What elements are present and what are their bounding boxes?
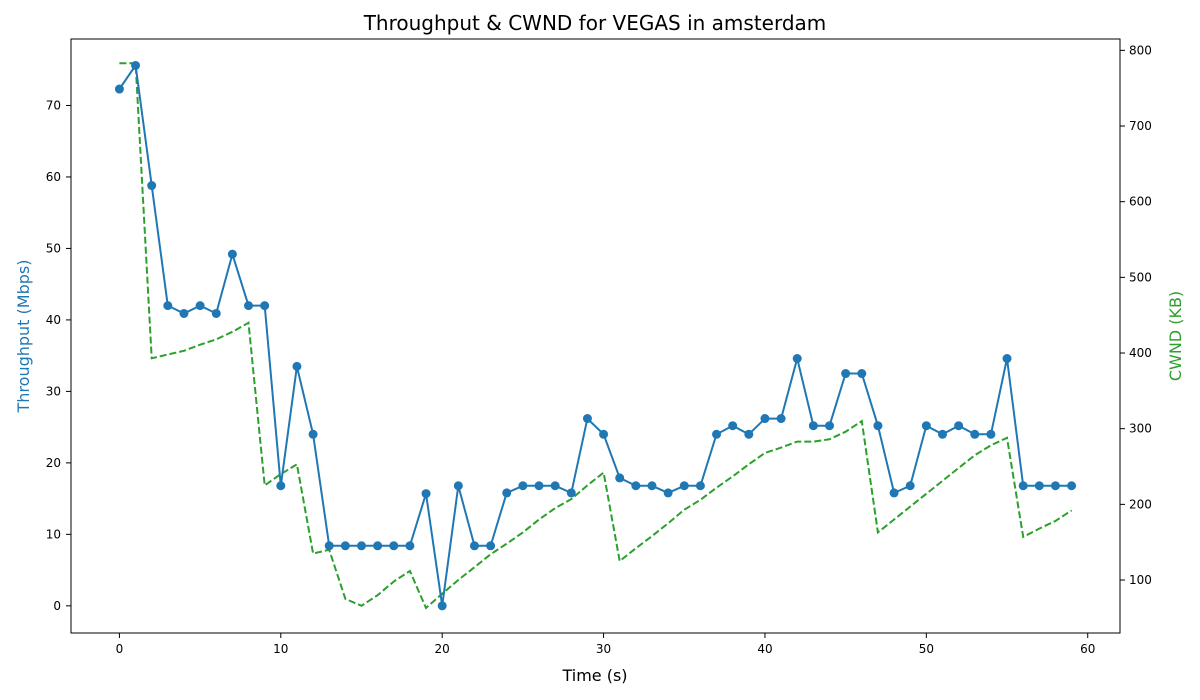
throughput-point (356, 541, 366, 551)
throughput-point (114, 84, 124, 94)
throughput-line (118, 62, 1072, 606)
throughput-point (469, 541, 479, 551)
y-axis-left-label: Throughput (Mbps) (14, 260, 33, 414)
throughput-point (373, 541, 383, 551)
x-tick-label: 30 (596, 642, 611, 656)
throughput-point (211, 308, 221, 318)
y-axis-right: 100 200 300 400 500 600 700 800 (1120, 43, 1152, 587)
throughput-point (550, 481, 560, 491)
throughput-point (1002, 354, 1012, 364)
y-right-tick-label: 100 (1129, 573, 1152, 587)
throughput-point (889, 488, 899, 498)
cwnd-line (119, 62, 1073, 610)
x-tick-label: 40 (757, 642, 772, 656)
throughput-point (566, 488, 576, 498)
x-axis-label: Time (s) (561, 666, 627, 685)
throughput-point (663, 488, 673, 498)
y-left-tick-label: 20 (46, 456, 61, 470)
plot-frame (70, 38, 1121, 634)
y-left-tick-label: 10 (46, 527, 61, 541)
throughput-point (518, 481, 528, 491)
throughput-point (453, 481, 463, 491)
throughput-point (227, 249, 237, 259)
throughput-point (905, 481, 915, 491)
x-axis: 0 10 20 30 40 50 60 (116, 633, 1095, 656)
throughput-point (792, 354, 802, 364)
throughput-point (179, 308, 189, 318)
x-tick-label: 0 (116, 642, 124, 656)
throughput-point (986, 429, 996, 439)
throughput-point (615, 473, 625, 483)
throughput-point (599, 429, 609, 439)
y-left-tick-label: 0 (53, 599, 61, 613)
throughput-point (276, 481, 286, 491)
y-left-tick-label: 40 (46, 313, 61, 327)
throughput-point (679, 481, 689, 491)
y-right-tick-label: 700 (1129, 119, 1152, 133)
throughput-point (131, 60, 141, 70)
throughput-point (389, 541, 399, 551)
plot-area (114, 60, 1077, 611)
throughput-point (195, 301, 205, 311)
throughput-point (244, 301, 254, 311)
throughput-point (744, 429, 754, 439)
y-left-tick-label: 30 (46, 384, 61, 398)
throughput-point (340, 541, 350, 551)
y-right-tick-label: 500 (1129, 270, 1152, 284)
throughput-point (631, 481, 641, 491)
throughput-point (292, 361, 302, 371)
throughput-point (421, 489, 431, 499)
chart-title: Throughput & CWND for VEGAS in amsterdam (363, 11, 827, 35)
throughput-point (873, 421, 883, 431)
throughput-point (1067, 481, 1077, 491)
throughput-point (260, 301, 270, 311)
y-left-tick-label: 70 (46, 98, 61, 112)
throughput-point (1050, 481, 1060, 491)
throughput-point (1018, 481, 1028, 491)
throughput-point (502, 488, 512, 498)
y-right-tick-label: 300 (1129, 422, 1152, 436)
x-tick-label: 20 (435, 642, 450, 656)
throughput-point (534, 481, 544, 491)
y-right-tick-label: 600 (1129, 195, 1152, 209)
throughput-point (324, 541, 334, 551)
throughput-point (405, 541, 415, 551)
throughput-point (970, 429, 980, 439)
throughput-point (857, 369, 867, 379)
throughput-point (308, 429, 318, 439)
throughput-point (695, 481, 705, 491)
throughput-point (760, 414, 770, 424)
throughput-point (163, 301, 173, 311)
throughput-point (486, 541, 496, 551)
throughput-point (437, 601, 447, 611)
throughput-point (937, 429, 947, 439)
y-left-tick-label: 50 (46, 241, 61, 255)
throughput-point (582, 414, 592, 424)
x-tick-label: 50 (919, 642, 934, 656)
x-tick-label: 10 (273, 642, 288, 656)
throughput-point (825, 421, 835, 431)
y-right-tick-label: 800 (1129, 43, 1152, 57)
throughput-point (647, 481, 657, 491)
throughput-point (954, 421, 964, 431)
throughput-point (921, 421, 931, 431)
y-axis-right-label: CWND (KB) (1166, 291, 1185, 381)
x-tick-label: 60 (1080, 642, 1095, 656)
throughput-point (147, 181, 157, 191)
y-axis-left: 0 10 20 30 40 50 60 70 (46, 98, 71, 613)
throughput-point (1034, 481, 1044, 491)
throughput-point (808, 421, 818, 431)
y-right-tick-label: 200 (1129, 497, 1152, 511)
throughput-point (841, 369, 851, 379)
throughput-point (776, 414, 786, 424)
y-left-tick-label: 60 (46, 170, 61, 184)
throughput-point (728, 421, 738, 431)
throughput-point (712, 429, 722, 439)
y-right-tick-label: 400 (1129, 346, 1152, 360)
